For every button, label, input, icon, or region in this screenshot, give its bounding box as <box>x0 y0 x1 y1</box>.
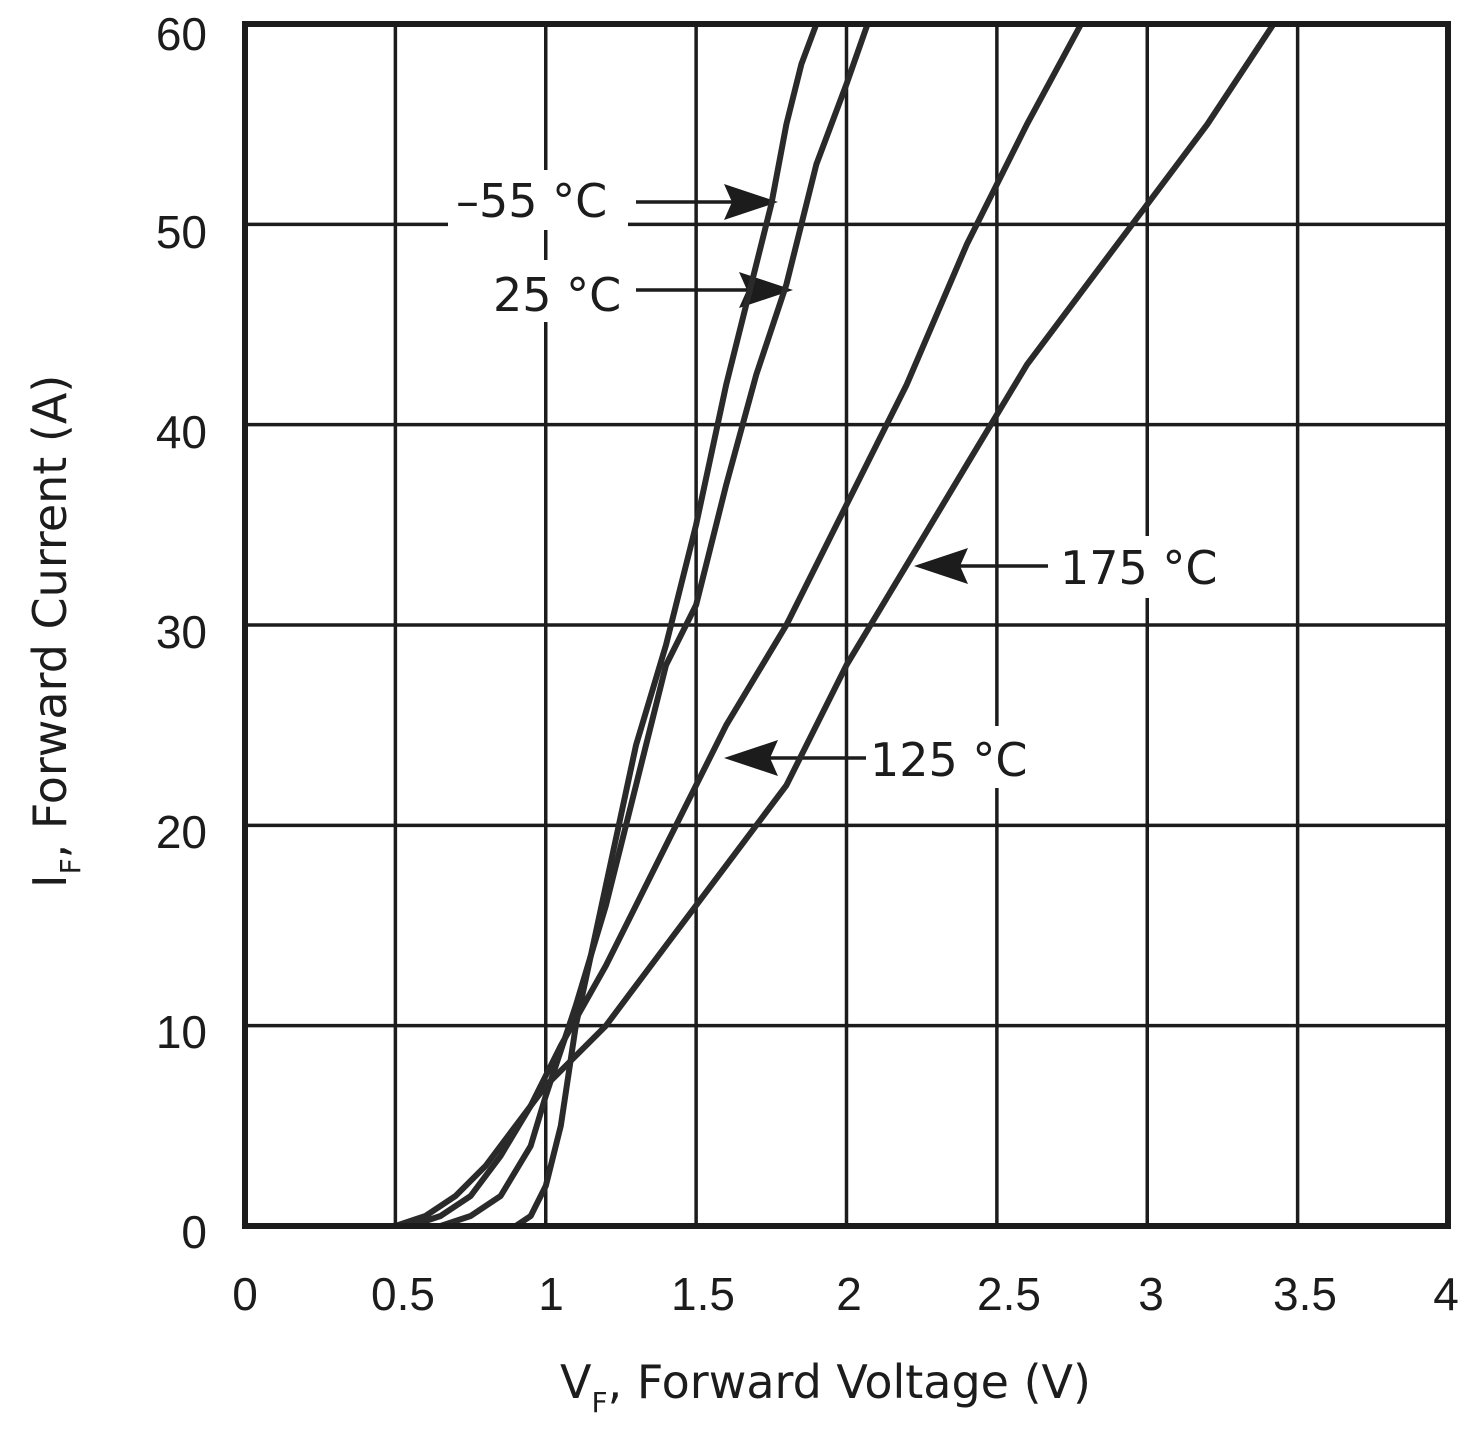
series-curves <box>242 21 1277 1229</box>
arrowhead-icon <box>724 184 778 220</box>
x-tick-label: 0.5 <box>371 1268 435 1320</box>
x-tick-label: 1.5 <box>671 1268 735 1320</box>
y-tick-label: 40 <box>156 406 207 458</box>
series-line <box>242 21 1277 1229</box>
y-tick-label: 50 <box>156 206 207 258</box>
x-axis-title-sub: F <box>591 1386 607 1419</box>
y-tick-label: 30 <box>156 606 207 658</box>
series-line <box>242 21 871 1229</box>
x-tick-label: 3.5 <box>1273 1268 1337 1320</box>
annotation-label-175: 175 °C <box>1060 541 1218 595</box>
y-axis-title: IF, Forward Current (A) <box>23 375 87 888</box>
y-tick-label: 10 <box>156 1006 207 1058</box>
plot-frame <box>242 21 1451 1229</box>
annotations: –55 °C 25 °C 175 °C 125 °C <box>448 170 1230 788</box>
annotation-label-minus55: –55 °C <box>456 174 607 228</box>
y-tick-label: 0 <box>181 1206 207 1258</box>
annotation-bg <box>448 170 628 230</box>
arrowhead-icon <box>724 740 778 776</box>
series-line <box>242 21 1085 1229</box>
x-tick-label: 0 <box>232 1268 258 1320</box>
grid-lines <box>243 22 1450 1228</box>
arrowhead-icon <box>914 548 968 584</box>
x-tick-label: 3 <box>1138 1268 1164 1320</box>
x-tick-label: 4 <box>1433 1268 1459 1320</box>
annotation-bg <box>1052 536 1230 598</box>
x-tick-label: 2.5 <box>977 1268 1041 1320</box>
x-tick-labels: 0 0.5 1 1.5 2 2.5 3 3.5 4 <box>232 1268 1459 1320</box>
x-axis-title-rest: , Forward Voltage (V) <box>608 1355 1091 1409</box>
y-tick-label: 60 <box>156 8 207 60</box>
y-axis-title-main: I <box>23 874 77 888</box>
annotation-label-125: 125 °C <box>870 733 1028 787</box>
y-axis-title-sub: F <box>54 858 87 874</box>
x-axis-title-main: V <box>560 1355 592 1409</box>
annotation-label-25: 25 °C <box>493 268 621 322</box>
x-axis-title: VF, Forward Voltage (V) <box>560 1355 1091 1419</box>
y-axis-title-rest: , Forward Current (A) <box>23 375 77 859</box>
annotation-bg <box>864 726 1036 788</box>
y-tick-labels: 0 10 20 30 40 50 60 <box>156 8 207 1258</box>
series-line <box>242 21 820 1229</box>
x-tick-label: 1 <box>538 1268 564 1320</box>
x-tick-label: 2 <box>836 1268 862 1320</box>
y-tick-label: 20 <box>156 806 207 858</box>
annotation-bg <box>486 260 628 322</box>
